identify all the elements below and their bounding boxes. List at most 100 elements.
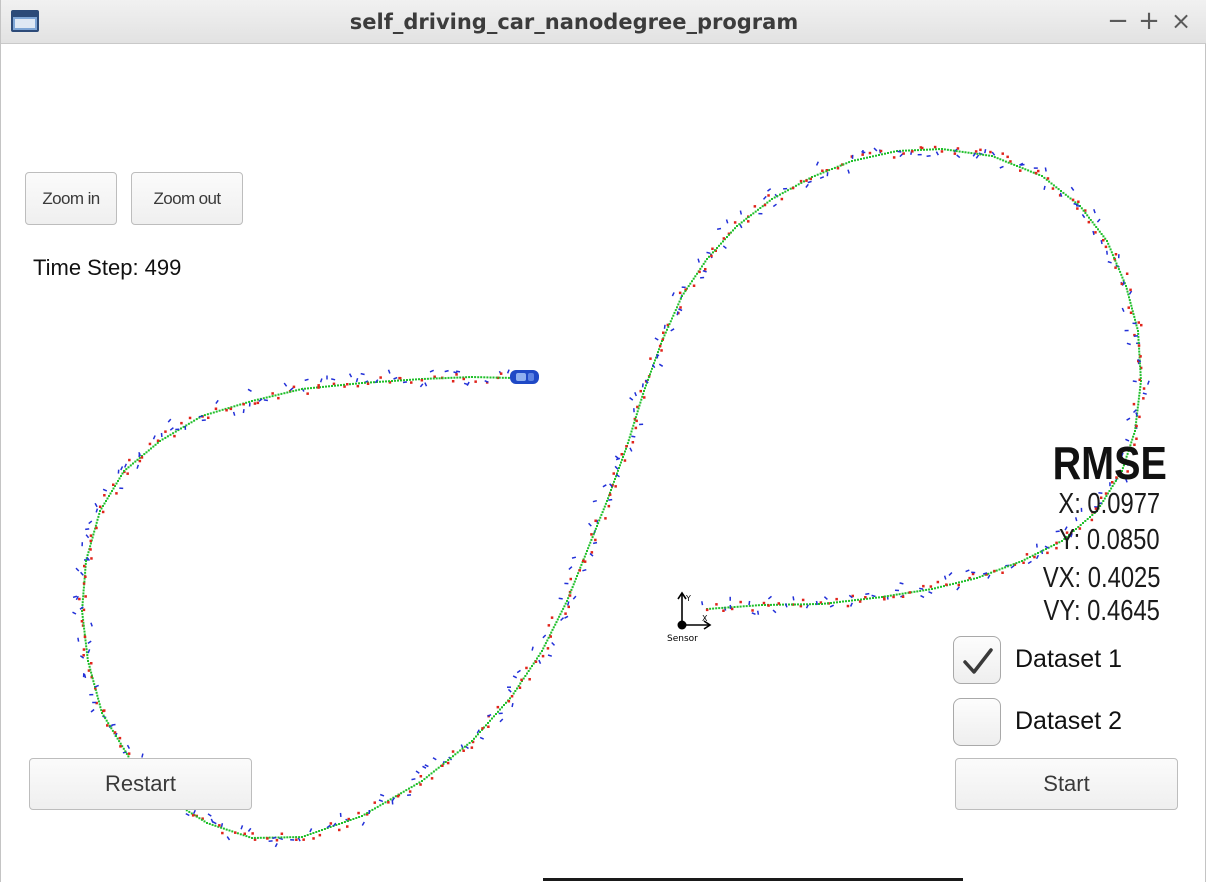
ground-truth-point: [1110, 251, 1113, 254]
title-bar[interactable]: self_driving_car_nanodegree_program − + …: [1, 0, 1206, 44]
lidar-measurement: [921, 146, 924, 150]
ground-truth-point: [803, 603, 805, 606]
lidar-measurement: [191, 814, 195, 817]
ground-truth-point: [477, 733, 479, 736]
ground-truth-point: [84, 639, 87, 642]
ground-truth-point: [198, 817, 201, 820]
ground-truth-point: [739, 605, 742, 608]
lidar-measurement: [221, 831, 224, 835]
ground-truth-point: [1113, 256, 1116, 259]
dataset-1-label[interactable]: Dataset 1: [1015, 645, 1123, 673]
ground-truth-point: [456, 751, 459, 754]
ground-truth-point: [970, 578, 972, 581]
ground-truth-point: [794, 603, 796, 606]
radar-measurement: [582, 568, 587, 572]
radar-measurement: [588, 522, 592, 527]
lidar-measurement: [1129, 288, 1132, 292]
ground-truth-point: [1133, 432, 1136, 435]
ground-truth-point: [808, 177, 811, 180]
ground-truth-point: [1004, 160, 1007, 163]
ground-truth-point: [449, 757, 452, 760]
ground-truth-point: [660, 342, 662, 345]
dataset-1-checkbox[interactable]: [953, 636, 1001, 684]
radar-measurement: [232, 411, 236, 416]
ground-truth-point: [1110, 487, 1113, 490]
radar-measurement: [571, 556, 577, 559]
maximize-icon[interactable]: +: [1138, 6, 1160, 36]
radar-measurement: [378, 799, 384, 803]
close-icon[interactable]: ×: [1170, 7, 1192, 35]
ground-truth-point: [1058, 541, 1061, 544]
ground-truth-point: [644, 387, 646, 390]
ground-truth-point: [405, 789, 408, 792]
zoom-in-button[interactable]: Zoom in: [25, 172, 117, 225]
ground-truth-point: [1097, 228, 1099, 231]
ground-truth-point: [988, 154, 991, 157]
ground-truth-point: [689, 282, 692, 285]
ground-truth-point: [589, 541, 592, 544]
ground-truth-point: [1097, 507, 1100, 510]
ground-truth-point: [1139, 385, 1142, 388]
lidar-measurement: [1104, 492, 1108, 495]
ground-truth-point: [1134, 427, 1137, 430]
minimize-icon[interactable]: −: [1107, 6, 1129, 36]
simulation-canvas[interactable]: Y X Sensor: [1, 44, 1206, 882]
ground-truth-point: [310, 387, 312, 390]
ground-truth-point: [85, 651, 88, 654]
window-app-icon[interactable]: [11, 10, 39, 32]
ground-truth-point: [109, 492, 112, 495]
ground-truth-point: [432, 377, 435, 380]
ground-truth-point: [795, 184, 797, 187]
ground-truth-point: [193, 419, 196, 422]
radar-measurement: [411, 778, 416, 781]
ground-truth-point: [836, 601, 838, 604]
lidar-measurement: [1142, 397, 1145, 400]
ground-truth-point: [303, 835, 306, 837]
radar-measurement: [566, 601, 570, 606]
zoom-out-button[interactable]: Zoom out: [131, 172, 243, 225]
ground-truth-point: [1024, 168, 1027, 171]
radar-measurement: [568, 566, 573, 570]
ground-truth-point: [81, 604, 84, 607]
lidar-measurement: [851, 594, 854, 598]
ground-truth-point: [403, 379, 405, 382]
ground-truth-point: [262, 836, 265, 839]
ground-truth-point: [1007, 161, 1010, 164]
ground-truth-point: [504, 376, 507, 379]
restart-button[interactable]: Restart: [29, 758, 252, 810]
ground-truth-point: [604, 502, 607, 505]
ground-truth-point: [453, 376, 456, 379]
ground-truth-point: [967, 151, 970, 154]
radar-measurement: [663, 324, 666, 329]
radar-measurement: [1128, 290, 1133, 295]
lidar-measurement: [496, 376, 500, 380]
rmse-vx-value: VX: 0.4025: [1042, 562, 1160, 594]
lidar-measurement: [1139, 366, 1143, 370]
ground-truth-point: [597, 522, 600, 525]
lidar-measurement: [1120, 282, 1124, 286]
ground-truth-point: [712, 607, 715, 610]
ground-truth-point: [1129, 301, 1132, 304]
ground-truth-point: [1018, 166, 1021, 169]
ground-truth-point: [134, 460, 137, 463]
dataset-2-checkbox[interactable]: [953, 698, 1001, 746]
lidar-measurement: [809, 177, 812, 181]
ground-truth-point: [607, 497, 609, 500]
radar-measurement: [678, 308, 683, 312]
ground-truth-point: [854, 159, 856, 162]
lidar-measurement: [1087, 220, 1091, 224]
ground-truth-point: [94, 524, 97, 527]
dataset-2-label[interactable]: Dataset 2: [1015, 707, 1123, 735]
lidar-measurement: [662, 331, 665, 334]
lidar-measurement: [643, 396, 646, 399]
ground-truth-point: [642, 392, 645, 395]
ground-truth-point: [1089, 219, 1092, 221]
ground-truth-point: [839, 600, 841, 603]
lidar-measurement: [366, 382, 370, 385]
ground-truth-point: [884, 152, 886, 155]
radar-measurement: [297, 837, 301, 842]
lidar-measurement: [1037, 169, 1040, 173]
start-button[interactable]: Start: [955, 758, 1178, 810]
ground-truth-point: [217, 825, 220, 828]
lidar-measurement: [846, 604, 850, 608]
